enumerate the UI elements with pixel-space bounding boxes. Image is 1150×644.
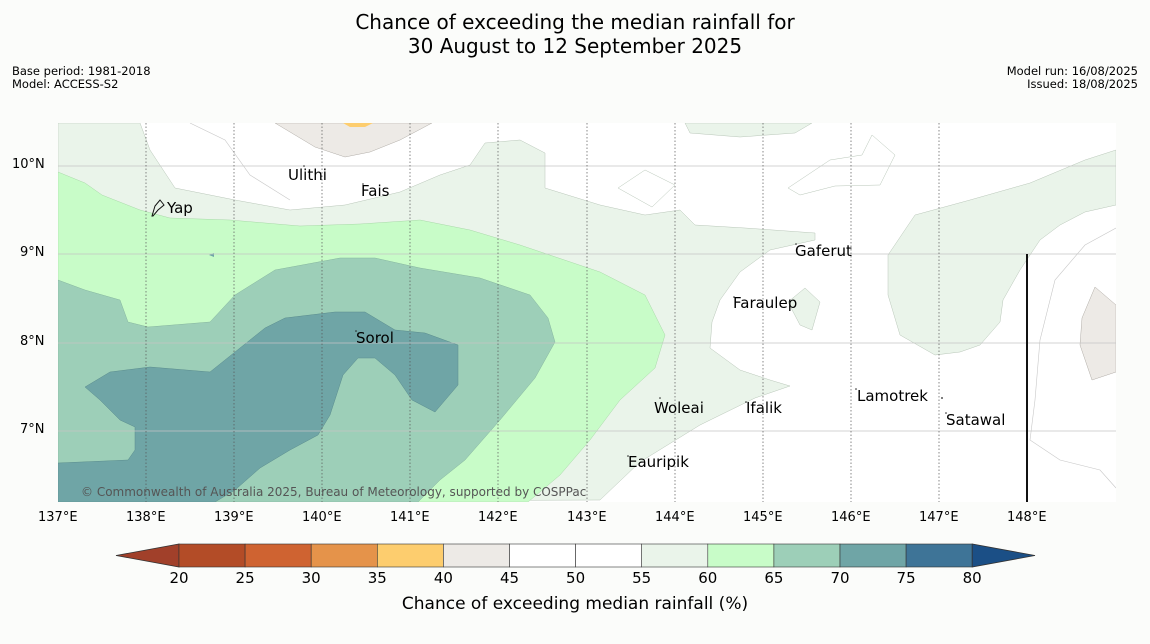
colorbar-segment xyxy=(773,543,841,568)
colorbar-tick-label: 20 xyxy=(169,569,189,587)
meta-right: Model run: 16/08/2025 Issued: 18/08/2025 xyxy=(1007,65,1138,91)
colorbar-tick-label: 65 xyxy=(764,569,784,587)
model-text: Model: ACCESS-S2 xyxy=(12,77,119,91)
colorbar-over-arrow xyxy=(971,543,1036,568)
meta-left: Base period: 1981-2018 Model: ACCESS-S2 xyxy=(12,65,151,91)
colorbar-segment xyxy=(509,543,576,568)
lon-label-137e: 137°E xyxy=(38,510,78,525)
place-label-gaferut: Gaferut xyxy=(795,242,852,260)
map-title-line1: Chance of exceeding the median rainfall … xyxy=(355,10,795,34)
contour-55-60-island-c xyxy=(787,287,821,331)
contour-70-75 xyxy=(58,311,459,502)
colorbar-tick-label: 60 xyxy=(698,569,718,587)
contour-line-b xyxy=(1029,227,1116,489)
lon-label-146e: 146°E xyxy=(831,510,871,525)
place-label-ulithi: Ulithi xyxy=(288,166,327,184)
colorbar-segment xyxy=(178,543,246,568)
lon-label-138e: 138°E xyxy=(126,510,166,525)
issued-text: Issued: 18/08/2025 xyxy=(1027,77,1138,91)
colorbar-segment xyxy=(575,543,642,568)
colorbar-tick-label: 80 xyxy=(962,569,982,587)
place-label-sorol: Sorol xyxy=(356,329,394,347)
lat-label-10n: 10°N xyxy=(12,157,45,172)
colorbar-tick-label: 55 xyxy=(632,569,652,587)
place-label-lamotrek: Lamotrek xyxy=(857,387,928,405)
colorbar-tick-label: 70 xyxy=(830,569,850,587)
lon-label-145e: 145°E xyxy=(743,510,783,525)
longitude-gridlines xyxy=(145,123,940,502)
model-run-text: Model run: 16/08/2025 xyxy=(1006,64,1138,78)
lon-label-144e: 144°E xyxy=(655,510,695,525)
place-label-yap: Yap xyxy=(167,199,193,217)
colorbar-segment xyxy=(244,543,312,568)
copyright-text: © Commonwealth of Australia 2025, Bureau… xyxy=(81,485,587,499)
colorbar-tick-label: 50 xyxy=(566,569,586,587)
colorbar-segment xyxy=(443,543,510,568)
lat-label-7n: 7°N xyxy=(20,422,45,437)
colorbar-segment xyxy=(707,543,775,568)
colorbar-under-arrow xyxy=(115,543,180,568)
yap-island-outline xyxy=(151,199,165,217)
contour-50-55-island-b xyxy=(787,134,896,196)
island-markers xyxy=(151,165,947,457)
probability-map xyxy=(58,123,1116,502)
colorbar-tick-label: 40 xyxy=(433,569,453,587)
contour-line-a xyxy=(189,123,291,201)
colorbar xyxy=(115,543,1036,568)
lon-label-140e: 140°E xyxy=(302,510,342,525)
colorbar-segment xyxy=(905,543,973,568)
place-label-satawal: Satawal xyxy=(946,411,1006,429)
place-label-woleai: Woleai xyxy=(654,399,704,417)
contour-55-60-east xyxy=(887,149,1116,356)
lat-label-9n: 9°N xyxy=(20,245,45,260)
contour-55-60-north xyxy=(684,123,813,138)
place-label-fais: Fais xyxy=(361,182,390,200)
lon-label-148e: 148°E xyxy=(1007,510,1047,525)
map-title-line2: 30 August to 12 September 2025 xyxy=(407,34,743,58)
colorbar-segment xyxy=(376,543,444,568)
contour-40-45-east xyxy=(1079,286,1116,381)
colorbar-title: Chance of exceeding median rainfall (%) xyxy=(401,594,749,614)
lon-label-139e: 139°E xyxy=(214,510,254,525)
colorbar-tick-label: 30 xyxy=(301,569,321,587)
colorbar-tick-label: 35 xyxy=(367,569,387,587)
contour-50-55-island-a xyxy=(617,169,676,208)
colorbar-tick-label: 75 xyxy=(896,569,916,587)
lon-label-147e: 147°E xyxy=(919,510,959,525)
place-label-eauripik: Eauripik xyxy=(628,453,689,471)
colorbar-segment xyxy=(310,543,378,568)
lon-label-141e: 141°E xyxy=(390,510,430,525)
place-label-faraulep: Faraulep xyxy=(733,294,798,312)
contour-35-40 xyxy=(343,123,373,127)
contour-40-45 xyxy=(274,123,433,158)
base-period-text: Base period: 1981-2018 xyxy=(12,64,151,78)
colorbar-segment xyxy=(839,543,907,568)
lat-label-8n: 8°N xyxy=(20,334,45,349)
lon-label-143e: 143°E xyxy=(567,510,607,525)
lon-label-142e: 142°E xyxy=(478,510,518,525)
colorbar-tick-label: 45 xyxy=(499,569,520,587)
colorbar-segment xyxy=(641,543,709,568)
place-label-ifalik: Ifalik xyxy=(746,399,782,417)
colorbar-tick-label: 25 xyxy=(235,569,255,587)
